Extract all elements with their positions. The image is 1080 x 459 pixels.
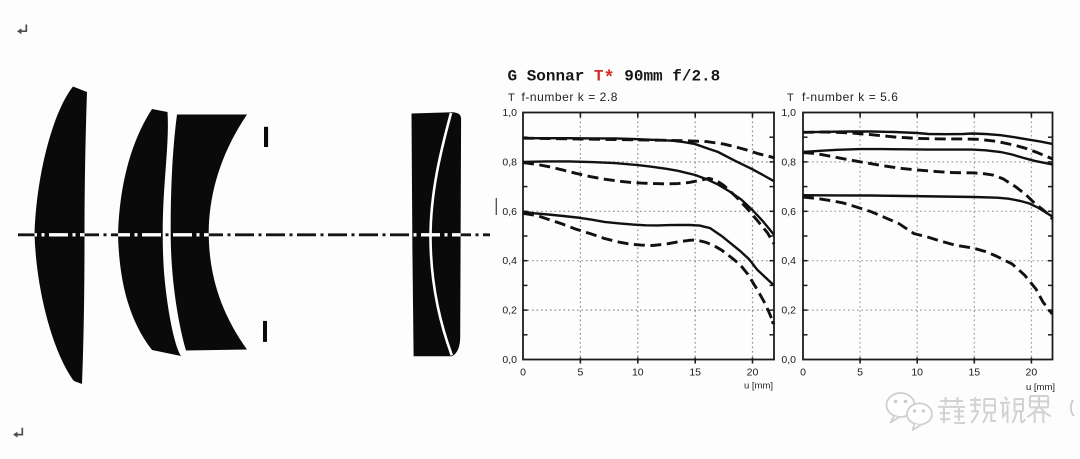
svg-text:20: 20 (747, 367, 759, 379)
svg-text:f-number k = 5.6: f-number k = 5.6 (802, 90, 899, 104)
svg-text:1,0: 1,0 (502, 107, 517, 119)
svg-text:5: 5 (577, 367, 583, 379)
svg-text:0,6: 0,6 (781, 206, 796, 218)
svg-text:0,0: 0,0 (502, 354, 517, 366)
svg-text:0: 0 (520, 367, 526, 379)
svg-text:15: 15 (968, 367, 980, 379)
svg-text:f-number k = 2.8: f-number k = 2.8 (522, 90, 619, 104)
svg-text:0,4: 0,4 (781, 255, 796, 267)
svg-text:T: T (508, 92, 515, 104)
svg-text:T: T (787, 92, 794, 104)
svg-text:0,6: 0,6 (502, 206, 517, 218)
svg-text:u [mm]: u [mm] (1026, 382, 1055, 393)
svg-text:5: 5 (857, 367, 863, 379)
svg-text:10: 10 (632, 367, 644, 379)
svg-text:0,4: 0,4 (502, 255, 517, 267)
svg-text:20: 20 (1026, 367, 1038, 379)
svg-text:G Sonnar T* 90mm f/2.8: G Sonnar T* 90mm f/2.8 (508, 68, 721, 90)
svg-text:10: 10 (911, 367, 923, 379)
svg-text:0,8: 0,8 (502, 156, 517, 168)
svg-text:15: 15 (689, 367, 701, 379)
svg-text:0,2: 0,2 (781, 305, 796, 317)
svg-text:0,2: 0,2 (502, 305, 517, 317)
svg-text:0: 0 (800, 367, 806, 379)
svg-text:0,8: 0,8 (781, 156, 796, 168)
svg-text:u [mm]: u [mm] (744, 381, 773, 392)
svg-text:1,0: 1,0 (781, 107, 796, 119)
svg-text:0,0: 0,0 (781, 354, 796, 366)
